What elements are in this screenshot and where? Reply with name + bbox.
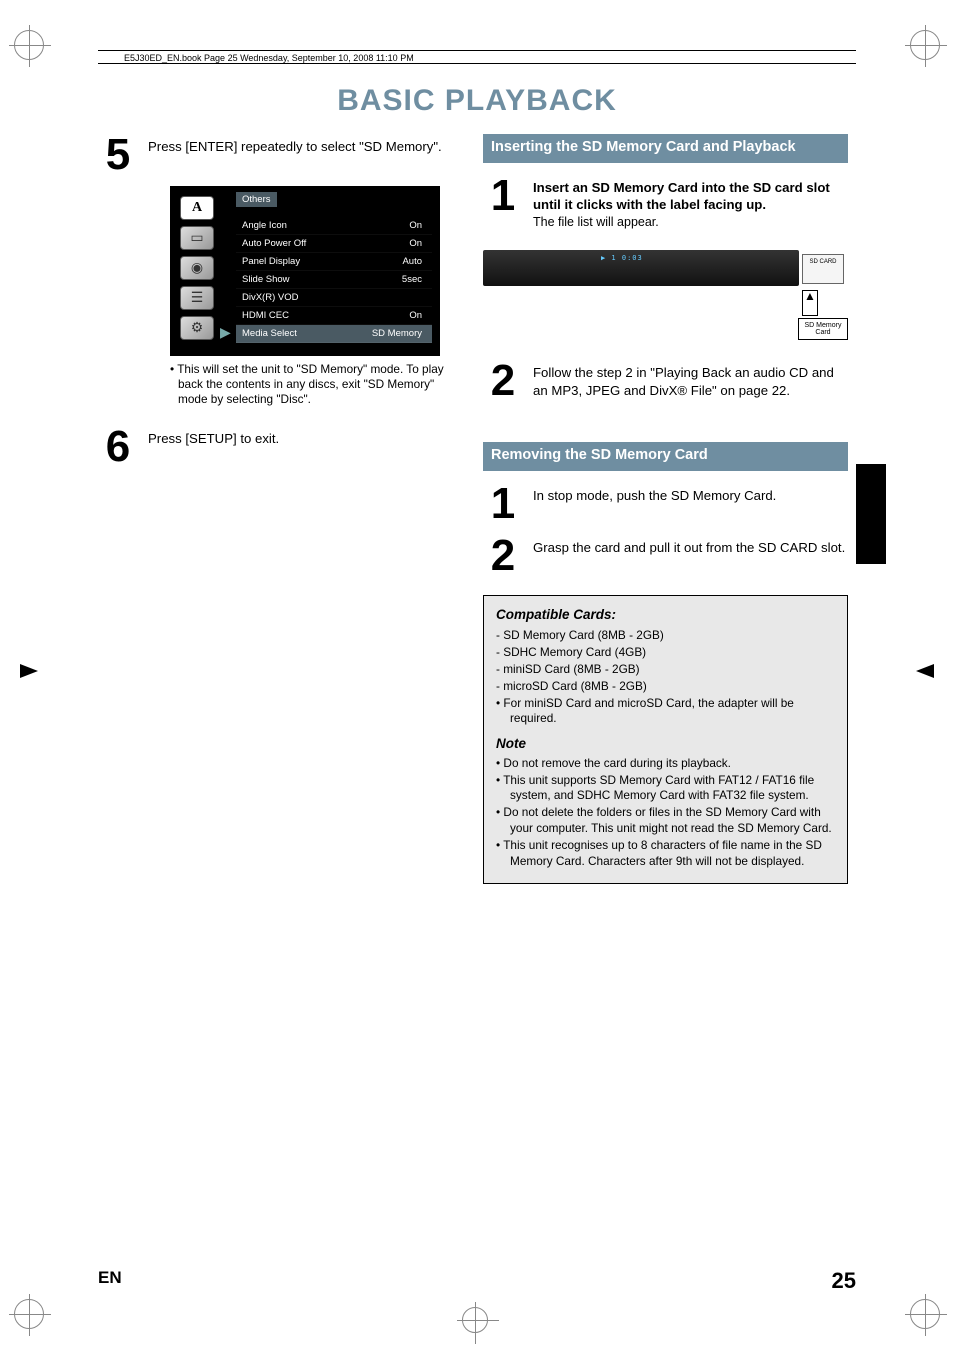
menu-row-label: Auto Power Off <box>242 238 306 249</box>
menu-row-label: Slide Show <box>242 274 290 285</box>
menu-row-label: Panel Display <box>242 256 300 267</box>
compatible-card-item: SDHC Memory Card (4GB) <box>496 645 835 661</box>
step-5-note: This will set the unit to "SD Memory" mo… <box>170 362 463 408</box>
menu-row-label: Media Select <box>242 328 297 339</box>
remove-step-2-number: 2 <box>483 535 523 577</box>
reg-mark-br <box>910 1299 940 1329</box>
settings-menu-screenshot: A ▭ ◉ ☰ ⚙ ▶ Others Angle IconOnAuto Powe… <box>170 186 440 356</box>
insert-step-1: 1 Insert an SD Memory Card into the SD c… <box>483 175 848 231</box>
step-6-number: 6 <box>98 426 138 468</box>
menu-row: HDMI CEC On <box>236 307 432 325</box>
insert-step-1-plain: The file list will appear. <box>533 215 659 229</box>
footer-page-number: 25 <box>832 1268 856 1294</box>
reg-mark-tl <box>14 30 44 60</box>
menu-icon-column: A ▭ ◉ ☰ ⚙ <box>180 196 218 346</box>
menu-row: Slide Show 5sec <box>236 271 432 289</box>
compatible-card-item: microSD Card (8MB - 2GB) <box>496 679 835 695</box>
section-insert-heading: Inserting the SD Memory Card and Playbac… <box>483 134 848 163</box>
menu-row-value: Auto <box>402 256 422 267</box>
compatible-card-item: miniSD Card (8MB - 2GB) <box>496 662 835 678</box>
remove-step-2-text: Grasp the card and pull it out from the … <box>533 535 848 577</box>
remove-step-2: 2 Grasp the card and pull it out from th… <box>483 535 848 577</box>
reg-mark-bl <box>14 1299 44 1329</box>
reg-mark-bottom <box>462 1307 488 1333</box>
parental-icon: ☰ <box>180 286 214 310</box>
compatible-cards-box: Compatible Cards: SD Memory Card (8MB - … <box>483 595 848 884</box>
insert-step-2: 2 Follow the step 2 in "Playing Back an … <box>483 360 848 402</box>
step-5-text: Press [ENTER] repeatedly to select "SD M… <box>148 134 463 176</box>
note-heading: Note <box>496 735 835 753</box>
sd-slot-diagram: ▶ 1 0:03 SD CARD SD Memory Card <box>483 240 848 340</box>
insert-step-2-number: 2 <box>483 360 523 402</box>
menu-row-label: Angle Icon <box>242 220 287 231</box>
menu-row: Auto Power Off On <box>236 235 432 253</box>
menu-arrow-icon: ▶ <box>220 324 231 341</box>
reg-mark-tr <box>910 30 940 60</box>
menu-row-label: HDMI CEC <box>242 310 289 321</box>
menu-row-value: On <box>409 310 422 321</box>
sd-card-in-slot: SD CARD <box>802 254 844 284</box>
insert-step-1-bold: Insert an SD Memory Card into the SD car… <box>533 180 830 212</box>
left-column: 5 Press [ENTER] repeatedly to select "SD… <box>98 134 463 884</box>
crop-mark-right <box>898 664 934 678</box>
note-item: This unit recognises up to 8 characters … <box>496 838 835 870</box>
section-remove-heading: Removing the SD Memory Card <box>483 442 848 471</box>
note-item: This unit supports SD Memory Card with F… <box>496 773 835 805</box>
compatible-cards-list: SD Memory Card (8MB - 2GB)SDHC Memory Ca… <box>496 628 835 695</box>
note-item: Do not delete the folders or files in th… <box>496 805 835 837</box>
insert-step-1-text: Insert an SD Memory Card into the SD car… <box>533 175 848 231</box>
language-icon: A <box>180 196 214 220</box>
note-item: Do not remove the card during its playba… <box>496 756 835 772</box>
remove-step-1-number: 1 <box>483 483 523 525</box>
audio-icon: ◉ <box>180 256 214 280</box>
others-icon: ⚙ <box>180 316 214 340</box>
section-tab <box>856 464 886 564</box>
menu-row: Angle Icon On <box>236 217 432 235</box>
adapter-note-list: For miniSD Card and microSD Card, the ad… <box>496 696 835 728</box>
step-6: 6 Press [SETUP] to exit. <box>98 426 463 468</box>
video-icon: ▭ <box>180 226 214 250</box>
menu-row-value: SD Memory <box>372 328 422 339</box>
player-display: ▶ 1 0:03 <box>601 254 643 262</box>
menu-others-header: Others <box>236 192 277 207</box>
insert-step-2-text: Follow the step 2 in "Playing Back an au… <box>533 360 848 402</box>
page-title: BASIC PLAYBACK <box>98 84 856 118</box>
insert-step-1-number: 1 <box>483 175 523 231</box>
page-footer: EN 25 <box>98 1268 856 1294</box>
adapter-note: For miniSD Card and microSD Card, the ad… <box>496 696 835 728</box>
remove-step-1-text: In stop mode, push the SD Memory Card. <box>533 483 848 525</box>
menu-row-value: 5sec <box>402 274 422 285</box>
step-5: 5 Press [ENTER] repeatedly to select "SD… <box>98 134 463 176</box>
menu-row: DivX(R) VOD <box>236 289 432 307</box>
crop-mark-left <box>20 664 56 678</box>
compatible-card-item: SD Memory Card (8MB - 2GB) <box>496 628 835 644</box>
right-column: Inserting the SD Memory Card and Playbac… <box>483 134 848 884</box>
footer-language: EN <box>98 1268 122 1294</box>
menu-row-label: DivX(R) VOD <box>242 292 298 303</box>
menu-row-value: On <box>409 220 422 231</box>
step-6-text: Press [SETUP] to exit. <box>148 426 463 468</box>
menu-panel: Others Angle Icon On Auto Power Off On Panel… <box>236 192 432 343</box>
menu-row: Media Select SD Memory <box>236 325 432 343</box>
compatible-cards-heading: Compatible Cards: <box>496 606 835 624</box>
page-header: E5J30ED_EN.book Page 25 Wednesday, Septe… <box>98 50 856 64</box>
note-list: Do not remove the card during its playba… <box>496 756 835 870</box>
sd-arrow <box>802 290 818 316</box>
remove-step-1: 1 In stop mode, push the SD Memory Card. <box>483 483 848 525</box>
sd-card-label: SD Memory Card <box>798 318 848 340</box>
step-5-number: 5 <box>98 134 138 176</box>
menu-row-value: On <box>409 238 422 249</box>
menu-row: Panel Display Auto <box>236 253 432 271</box>
